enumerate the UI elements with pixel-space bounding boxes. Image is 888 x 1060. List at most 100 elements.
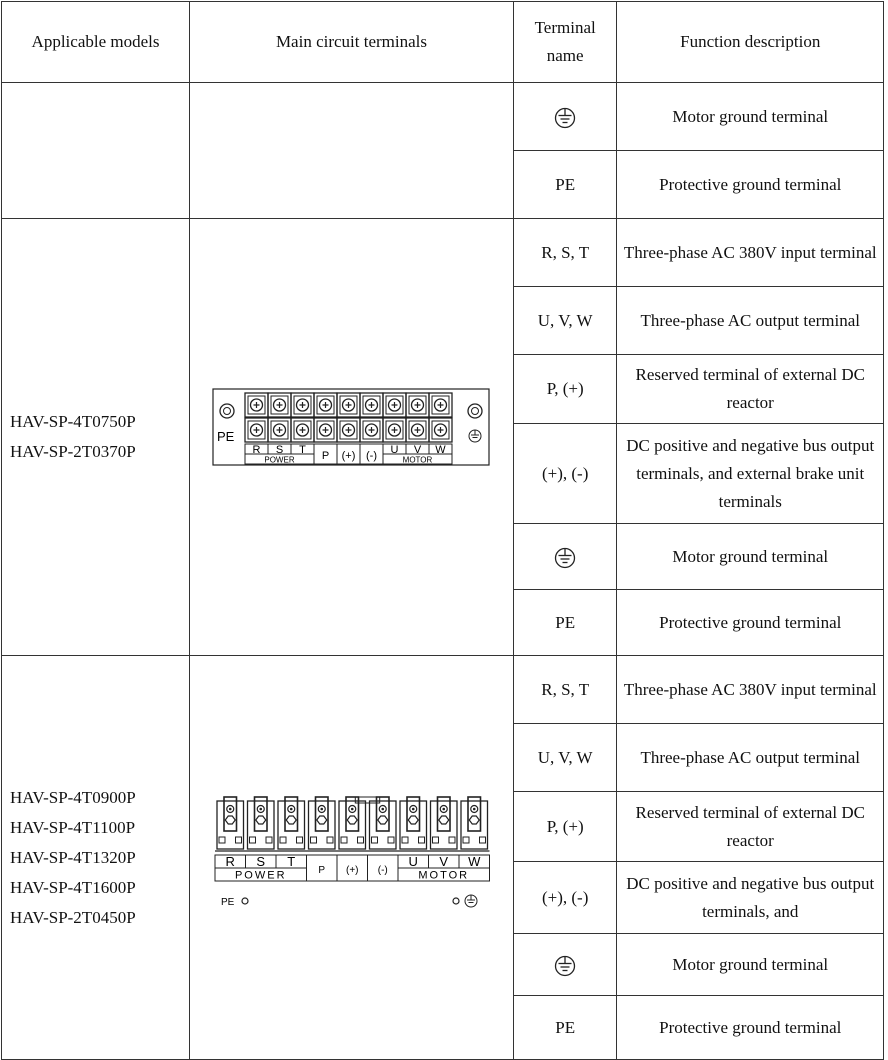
terminal-screw <box>405 416 431 443</box>
svg-text:MOTOR: MOTOR <box>419 870 470 882</box>
motor-group-label: MOTOR <box>382 453 453 464</box>
terminal-label-text: S <box>257 854 266 869</box>
models-cell-3: HAV-SP-4T0900P HAV-SP-4T1100P HAV-SP-4T1… <box>0 655 191 1060</box>
terminal-name-cell: R, S, T <box>512 218 618 287</box>
terminal-label-1: S <box>245 854 277 869</box>
terminal-clamp <box>399 796 428 850</box>
function-desc-cell: Motor ground terminal <box>616 933 884 996</box>
terminal-clamp <box>308 796 337 850</box>
terminal-clamp <box>430 796 459 850</box>
table-row: PE Protective ground terminal <box>2 589 884 656</box>
terminal-screw <box>267 416 293 443</box>
terminal-name-cell: PE <box>512 589 618 656</box>
terminal-name-cell: (+), (-) <box>512 423 618 524</box>
function-desc-cell: Protective ground terminal <box>616 589 884 656</box>
model-name: HAV-SP-4T0750P <box>10 412 136 431</box>
terminal-label-2: T <box>275 854 308 869</box>
terminal-block-diagram-large: R S T P (+) (-) U V W POWER MOTOR PE <box>214 796 491 908</box>
svg-text:MOTOR: MOTOR <box>403 455 433 464</box>
terminal-label-7: V <box>428 854 460 869</box>
terminal-label-text: V <box>414 444 422 456</box>
motor-group-label: MOTOR <box>397 867 491 882</box>
terminal-label-text: P <box>319 865 326 876</box>
pe-label: PE <box>221 897 235 908</box>
table-row: Motor ground terminal <box>2 523 884 590</box>
table-row: P, (+) Reserved terminal of external DC … <box>2 791 884 862</box>
terminal-screw <box>313 391 339 418</box>
model-name: HAV-SP-4T0900P <box>10 787 136 807</box>
terminal-label-3: P <box>313 443 338 464</box>
diagram-cell-1 <box>189 82 514 219</box>
function-desc-cell: DC positive and negative bus output term… <box>616 423 884 524</box>
models-cell-1 <box>0 82 191 219</box>
power-group-label: POWER <box>214 867 308 882</box>
terminal-label-text: R <box>253 444 261 456</box>
terminal-label-text: T <box>288 854 296 869</box>
header-row: Applicable models Main circuit terminals… <box>0 1 884 83</box>
model-name: HAV-SP-4T1100P <box>10 817 136 837</box>
terminal-label-text: U <box>409 854 418 869</box>
terminal-label-text: (-) <box>378 865 388 876</box>
ground-icon <box>555 107 576 128</box>
table-row: HAV-SP-4T0750P HAV-SP-2T0370P PE <box>0 218 884 656</box>
terminal-label-3: P <box>306 854 338 882</box>
terminal-screw <box>336 391 362 418</box>
table-row: (+), (-) DC positive and negative bus ou… <box>2 423 884 524</box>
terminal-name-cell: U, V, W <box>512 723 618 792</box>
table-row: P, (+) Reserved terminal of external DC … <box>2 354 884 424</box>
terminal-name-cell: U, V, W <box>512 286 618 355</box>
function-desc-cell: Reserved terminal of external DC reactor <box>616 791 884 862</box>
terminal-label-text: S <box>276 444 283 456</box>
header-applicable-models: Applicable models <box>0 1 191 83</box>
function-desc-cell: Motor ground terminal <box>616 523 884 590</box>
ground-icon <box>468 429 482 442</box>
terminal-name-cell: R, S, T <box>512 655 618 724</box>
function-desc-cell: Three-phase AC output terminal <box>616 286 884 355</box>
terminal-screw <box>382 416 408 443</box>
terminal-label-5: (-) <box>359 443 384 464</box>
terminal-name-cell: (+), (-) <box>512 861 618 934</box>
table-row: (+), (-) DC positive and negative bus ou… <box>2 861 884 934</box>
terminal-label-0: R <box>214 854 247 869</box>
terminal-label-4: (+) <box>336 443 361 464</box>
terminal-label-8: W <box>458 854 491 869</box>
svg-text:POWER: POWER <box>235 870 287 882</box>
ground-icon <box>464 894 478 908</box>
ground-icon <box>555 547 576 568</box>
terminal-label-text: (+) <box>342 450 356 462</box>
terminal-screw <box>313 416 339 443</box>
terminal-screw <box>382 391 408 418</box>
diagram-cell-2: PE R S T P (+) (-) U V W POWER MOTOR <box>189 218 514 656</box>
models-cell-2: HAV-SP-4T0750P HAV-SP-2T0370P <box>0 218 191 656</box>
terminal-label-text: P <box>322 450 329 462</box>
table-row: Motor ground terminal <box>0 82 884 219</box>
terminal-clamp <box>338 796 367 850</box>
pe-label: PE <box>217 429 235 444</box>
function-desc-cell: Three-phase AC output terminal <box>616 723 884 792</box>
terminal-labels: R S T P (+) (-) U V W POWER MOTOR <box>244 443 453 464</box>
terminal-name-cell: PE <box>512 150 618 219</box>
terminal-screw <box>405 391 431 418</box>
terminal-clamp <box>460 796 489 850</box>
terminal-clamp <box>369 796 398 850</box>
function-desc-cell: DC positive and negative bus output term… <box>616 861 884 934</box>
terminal-block-diagram-small: PE R S T P (+) (-) U V W POWER MOTOR <box>212 387 491 466</box>
header-main-circuit-terminals: Main circuit terminals <box>189 1 514 83</box>
diagram-cell-3: R S T P (+) (-) U V W POWER MOTOR PE <box>189 655 514 1060</box>
terminal-label-4: (+) <box>336 854 369 882</box>
function-desc-cell: Three-phase AC 380V input terminal <box>616 218 884 287</box>
header-terminal-name: Terminal name <box>512 1 618 83</box>
terminal-label-text: (-) <box>366 450 377 462</box>
model-name: HAV-SP-2T0450P <box>10 907 136 927</box>
power-group-label: POWER <box>244 453 315 464</box>
table-row: U, V, W Three-phase AC output terminal <box>2 723 884 792</box>
function-desc-cell: Protective ground terminal <box>616 995 884 1060</box>
terminal-label-text: R <box>226 854 235 869</box>
terminal-screw <box>359 391 385 418</box>
terminal-label-text: V <box>440 854 449 869</box>
terminal-name-cell: PE <box>512 995 618 1060</box>
terminal-label-text: U <box>391 444 399 456</box>
model-name: HAV-SP-4T1320P <box>10 847 136 867</box>
table-row: PE Protective ground terminal <box>2 150 884 219</box>
